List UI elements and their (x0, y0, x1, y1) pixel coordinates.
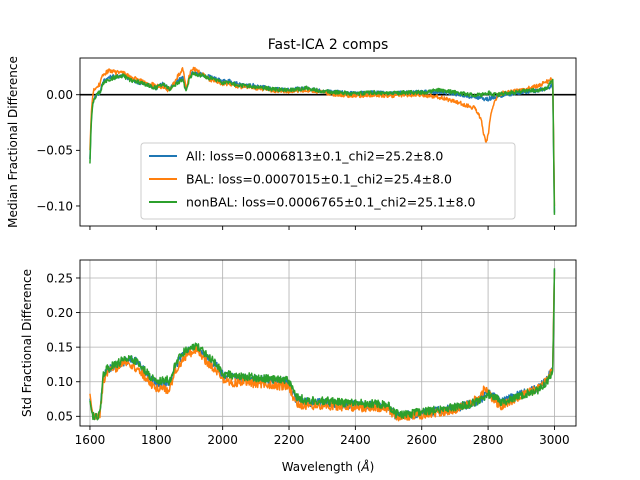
median-axes-frame (79, 57, 577, 227)
median-y-tick-label: −0.05 (36, 144, 73, 158)
median-y-ticks: 0.00 −0.05 −0.10 (36, 88, 80, 213)
legend-label-bal: BAL: loss=0.0007015±0.1_chi2=25.4±8.0 (186, 172, 452, 187)
std-y-tick-label: 0.05 (46, 410, 73, 424)
median-x-ticks (89, 226, 555, 230)
median-series-nonbal (89, 71, 556, 215)
std-series-nonbal (89, 268, 556, 421)
std-x-tick-label: 3000 (539, 433, 570, 447)
median-panel: 0.00 −0.05 −0.10 Median Fractional Differe… (6, 56, 577, 230)
median-y-tick-label: −0.10 (36, 199, 73, 213)
std-x-tick-label: 2200 (274, 433, 305, 447)
std-y-axis-label: Std Fractional Difference (20, 269, 34, 417)
std-x-tick-label: 2600 (406, 433, 437, 447)
x-axis-label-unit: Å (360, 459, 369, 474)
std-series-group (89, 268, 556, 422)
std-panel: 1600 1800 2000 2200 2400 2600 2800 3000 0.05 0.1… (20, 259, 577, 447)
median-series-group (89, 66, 556, 215)
std-axes-frame (79, 259, 577, 427)
chart-title: Fast-ICA 2 comps (268, 37, 389, 53)
median-y-axis-label: Median Fractional Difference (6, 56, 20, 228)
std-x-tick-label: 1800 (141, 433, 172, 447)
std-y-tick-label: 0.10 (46, 375, 73, 389)
std-y-ticks: 0.05 0.10 0.15 0.20 0.25 (46, 271, 80, 424)
std-x-tick-label: 2800 (473, 433, 504, 447)
std-y-tick-label: 0.25 (46, 271, 73, 285)
legend-box (140, 142, 516, 220)
std-x-ticks: 1600 1800 2000 2200 2400 2600 2800 3000 (75, 426, 570, 447)
legend-label-nonbal: nonBAL: loss=0.0006765±0.1_chi2=25.1±8.0 (186, 195, 476, 210)
x-axis-label: Wavelength (Å) (282, 459, 375, 474)
std-y-tick-label: 0.15 (46, 340, 73, 354)
std-x-tick-label: 1600 (75, 433, 106, 447)
median-y-tick-label: 0.00 (46, 88, 73, 102)
legend-label-all: All: loss=0.0006813±0.1_chi2=25.2±8.0 (186, 149, 443, 164)
x-axis-label-text: Wavelength ( (282, 460, 362, 474)
x-axis-label-close: ) (370, 460, 375, 474)
std-y-tick-label: 0.20 (46, 306, 73, 320)
std-x-tick-label: 2000 (207, 433, 238, 447)
std-x-tick-label: 2400 (340, 433, 371, 447)
legend: All: loss=0.0006813±0.1_chi2=25.2±8.0 BA… (140, 142, 516, 220)
